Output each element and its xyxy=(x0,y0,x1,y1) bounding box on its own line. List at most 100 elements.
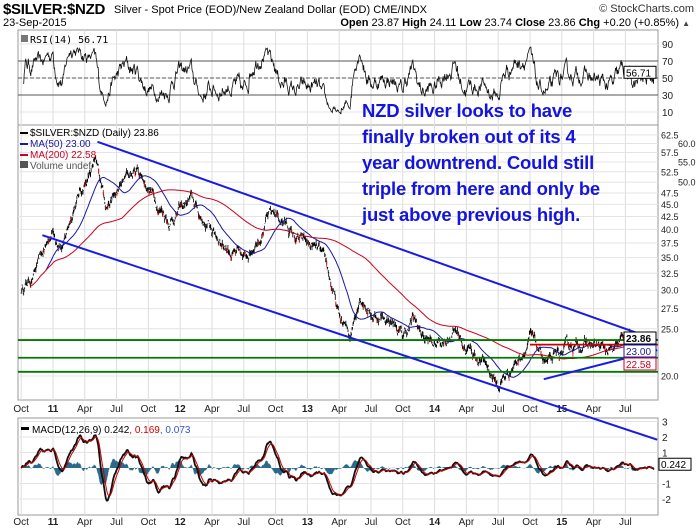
x-tick-label: Apr xyxy=(77,517,93,528)
price-tick-label: 42.5 xyxy=(661,212,679,222)
macd-legend-value: , 0.073 xyxy=(160,425,191,436)
x-tick-label: Oct xyxy=(141,404,157,415)
x-tick-label: Oct xyxy=(395,517,411,528)
price-tick-label: 25.0 xyxy=(661,324,679,334)
main-legend-item: $SILVER:$NZD (Daily) 23.86 xyxy=(30,128,159,139)
price-tick-label: 35.0 xyxy=(661,253,679,263)
x-tick-label: Jul xyxy=(365,517,378,528)
low-label: Low xyxy=(459,17,482,29)
annotation-line-3: year downtrend. Could still xyxy=(362,152,595,173)
x-tick-label: 12 xyxy=(175,404,187,415)
price-tick-label: 37.5 xyxy=(661,238,679,248)
legend-icon-0 xyxy=(20,132,28,134)
ma50-line xyxy=(45,175,655,378)
chg-label: Chg xyxy=(578,17,601,29)
price-tick-label: 20.0 xyxy=(661,372,679,382)
macd-signal-line xyxy=(21,436,655,497)
x-tick-label: Oct xyxy=(522,404,538,415)
macd-tick-label: -2 xyxy=(662,495,671,506)
main-legend-item: MA(200) 22.58 xyxy=(30,150,97,161)
x-tick-label: Apr xyxy=(331,404,347,415)
x-tick-label: Jul xyxy=(110,404,123,415)
annotation-line-2: finally broken out of its 4 xyxy=(362,126,576,147)
x-tick-label: Jul xyxy=(619,517,632,528)
x-tick-label: 14 xyxy=(429,517,441,528)
chart-date: 23-Sep-2015 xyxy=(3,17,67,29)
chart-description: Silver - Spot Price (EOD)/New Zealand Do… xyxy=(114,4,427,16)
ma50-value-label: 23.00 xyxy=(626,347,651,358)
price-tick-label: 32.5 xyxy=(661,269,679,279)
price-tick-label: 60.0 xyxy=(678,139,696,149)
low-value: 23.74 xyxy=(484,17,513,29)
x-tick-label: Jul xyxy=(492,517,505,528)
x-tick-label: Apr xyxy=(204,404,220,415)
macd-legend-value: , 0.169 xyxy=(129,425,160,436)
x-tick-label: 11 xyxy=(48,517,59,528)
close-value: 23.86 xyxy=(548,17,576,29)
close-value-label-box xyxy=(623,331,657,345)
price-tick-label: 52.5 xyxy=(661,167,679,177)
macd-tick-label: 3 xyxy=(662,418,668,429)
x-tick-label: Oct xyxy=(13,517,29,528)
brand-link[interactable]: © StockCharts.com xyxy=(599,3,694,15)
macd-tick-label: -1 xyxy=(662,480,671,491)
annotation-line-4: triple from here and only be xyxy=(362,178,601,199)
x-tick-label: Jul xyxy=(492,404,505,415)
x-tick-label: Jul xyxy=(237,517,250,528)
x-tick-label: Oct xyxy=(522,517,538,528)
x-tick-label: Apr xyxy=(459,404,475,415)
rsi-tick-label: 10 xyxy=(662,108,674,119)
macd-legend-icon xyxy=(21,427,29,430)
x-tick-label: Oct xyxy=(268,404,284,415)
ma200-line xyxy=(31,189,655,360)
x-tick-label: 12 xyxy=(175,517,187,528)
x-tick-label: Jul xyxy=(365,404,378,415)
chart-symbol: $SILVER:$NZD xyxy=(3,1,105,18)
rsi-tick-label: 50 xyxy=(662,74,674,85)
x-tick-label: 14 xyxy=(429,404,441,415)
x-tick-label: Apr xyxy=(586,517,602,528)
rsi-line xyxy=(23,46,655,115)
trendline-upper-channel xyxy=(97,140,658,342)
up-arrow-icon: ▲ xyxy=(682,19,690,28)
rsi-tick-label: 90 xyxy=(662,40,674,51)
price-tick-label: 50.0 xyxy=(678,178,696,188)
macd-legend-value: MACD(12,26,9) 0.242 xyxy=(32,425,130,436)
x-tick-label: Oct xyxy=(395,404,411,415)
price-tick-label: 47.5 xyxy=(661,188,679,198)
annotation-line-1: NZD silver looks to have xyxy=(362,100,573,121)
high-label: High xyxy=(402,17,427,29)
main-legend-item: MA(50) 23.00 xyxy=(30,139,91,150)
x-tick-label: Jul xyxy=(110,517,123,528)
x-tick-label: Apr xyxy=(77,404,93,415)
rsi-value-label-box xyxy=(623,65,657,79)
macd-tick-label: 2 xyxy=(662,433,668,444)
chg-value: +0.20 (+0.85%) xyxy=(603,17,680,29)
trendline-lower-channel xyxy=(42,234,658,441)
ma200-value-label-box xyxy=(623,357,657,371)
x-tick-label: 13 xyxy=(302,517,314,528)
price-tick-label: 57.5 xyxy=(661,148,679,158)
annotation-line-5: just above previous high. xyxy=(362,204,581,225)
high-value: 24.11 xyxy=(429,17,457,29)
rsi-value-label: 56.71 xyxy=(626,68,651,79)
x-tick-label: Apr xyxy=(331,517,347,528)
x-tick-label: 15 xyxy=(556,404,568,415)
ma200-value-label: 22.58 xyxy=(626,360,651,371)
open-label: Open xyxy=(340,17,369,29)
rsi-legend: RSI(14) 56.71 xyxy=(30,35,108,46)
x-tick-label: Oct xyxy=(141,517,157,528)
ohlc-summary: Open 23.87 High 24.11 Low 23.74 Close 23… xyxy=(340,17,690,29)
price-tick-label: 40.0 xyxy=(661,225,679,235)
macd-legend: MACD(12,26,9) 0.242, 0.169, 0.073 xyxy=(32,425,191,436)
rsi-tick-label: 30 xyxy=(662,91,674,102)
price-bars xyxy=(20,155,655,393)
macd-tick-label: 1 xyxy=(662,449,668,460)
x-tick-label: Jul xyxy=(237,404,250,415)
exchange: CME/INDX xyxy=(373,4,427,16)
x-tick-label: Oct xyxy=(13,404,29,415)
open-value: 23.87 xyxy=(371,17,400,29)
ma50-value-label-box xyxy=(623,344,657,358)
x-tick-label: Oct xyxy=(268,517,284,528)
